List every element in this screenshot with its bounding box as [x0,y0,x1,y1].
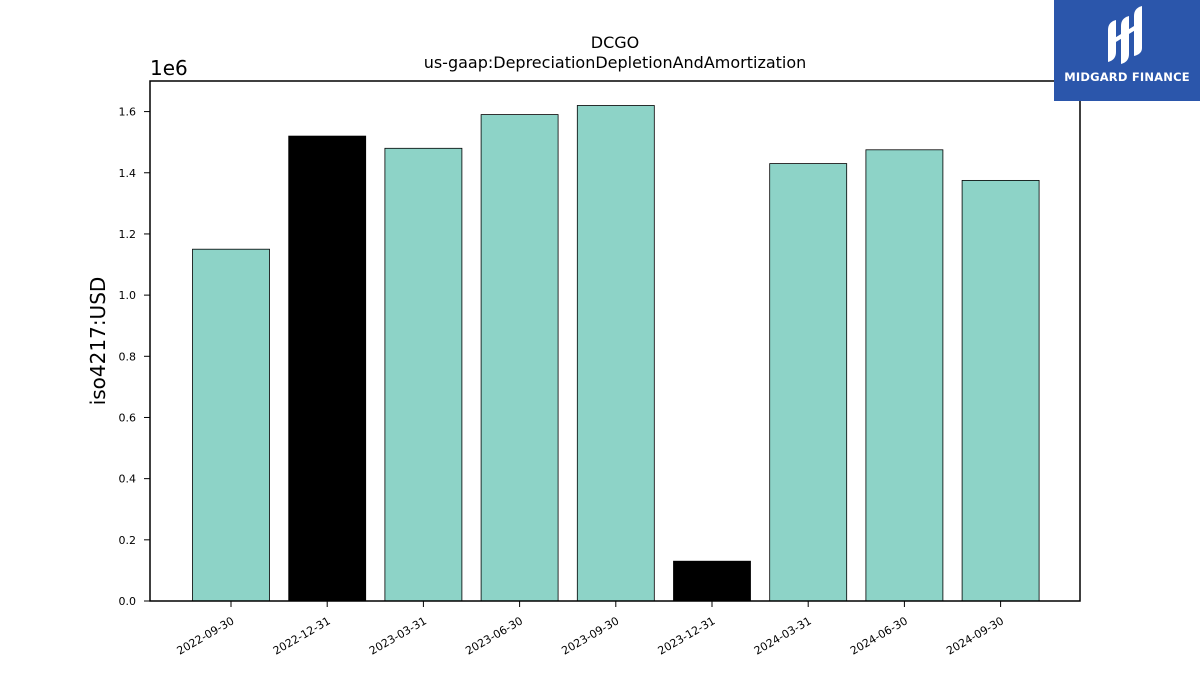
x-axis-ticks: 2022-09-30 2022-12-31 2023-03-31 2023-06-30… [175,601,1006,658]
chart-subtitle: us-gaap:DepreciationDepletionAndAmortiza… [424,53,807,72]
y-tick-label: 0.0 [119,595,137,608]
bar-2023-12-31 [673,560,751,602]
y-axis-label: iso4217:USD [86,277,110,406]
x-tick-label: 2022-09-30 [175,614,237,657]
bar-2023-03-31 [384,147,463,602]
bar-2024-03-31 [769,163,848,602]
y-tick-label: 0.8 [119,350,137,363]
bars-group [192,105,1040,602]
y-tick-label: 0.4 [119,473,137,486]
chart-title: DCGO [591,33,639,52]
x-tick-label: 2024-03-31 [752,614,814,657]
bar-2024-09-30 [961,179,1040,602]
x-tick-label: 2024-06-30 [848,614,910,657]
y-axis-ticks: 0.0 0.2 0.4 0.6 0.8 1.0 1.2 1.4 1.6 [119,106,150,608]
y-tick-label: 1.4 [119,167,137,180]
y-tick-label: 1.2 [119,228,137,241]
y-axis-offset-label: 1e6 [150,56,188,80]
bar-2024-06-30 [865,149,944,602]
midgard-logo-icon [1108,6,1142,64]
bar-2023-06-30 [480,114,559,602]
x-tick-label: 2023-03-31 [367,614,429,657]
x-tick-label: 2023-09-30 [559,614,621,657]
y-tick-label: 0.2 [119,534,137,547]
x-tick-label: 2022-12-31 [271,614,333,657]
bar-2022-12-31 [288,135,367,602]
logo-text: MIDGARD FINANCE [1064,70,1190,84]
y-tick-label: 0.6 [119,411,137,424]
bar-2023-09-30 [576,105,655,602]
x-tick-label: 2023-12-31 [656,614,718,657]
midgard-finance-logo: MIDGARD FINANCE [1054,0,1200,101]
y-tick-label: 1.6 [119,106,137,119]
x-tick-label: 2023-06-30 [463,614,525,657]
plot-frame [149,80,1081,602]
x-tick-label: 2024-09-30 [944,614,1006,657]
bar-2022-09-30 [192,248,270,602]
y-tick-label: 1.0 [119,289,137,302]
